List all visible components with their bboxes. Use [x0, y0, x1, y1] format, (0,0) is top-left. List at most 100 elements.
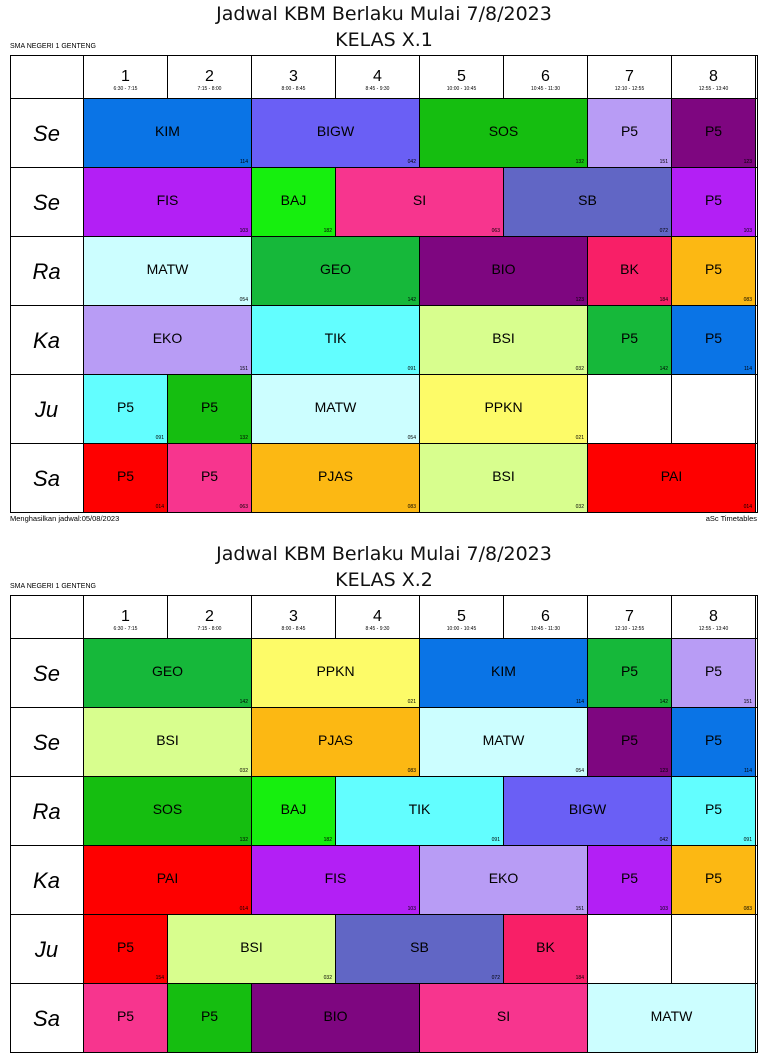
subject-label: SOS	[488, 123, 519, 139]
room-code: 142	[659, 366, 668, 372]
empty-cell	[672, 375, 756, 443]
subject-label: P5	[704, 732, 723, 748]
period-header: 7 12:10 - 12:55	[588, 55, 672, 99]
period-time: 8:00 - 8:45	[281, 626, 306, 632]
room-code: 103	[407, 906, 416, 912]
subject-label: P5	[116, 468, 135, 484]
header-corner	[10, 55, 84, 99]
period-number: 3	[289, 608, 298, 625]
period-header: 5 10:00 - 10:45	[420, 55, 504, 99]
period-header: 2 7:15 - 8:00	[168, 595, 252, 639]
period-number: 5	[457, 608, 466, 625]
room-code: 091	[155, 435, 164, 441]
row-divider	[10, 443, 758, 444]
room-code: 091	[743, 837, 752, 843]
lesson-cell: FIS 103	[84, 168, 252, 236]
subject-label: P5	[620, 123, 639, 139]
period-time: 10:45 - 11:30	[530, 86, 561, 92]
subject-label: BIO	[491, 261, 516, 277]
lesson-cell: TIK 091	[336, 777, 504, 845]
subject-label: P5	[200, 468, 219, 484]
lesson-cell: SOS 132	[84, 777, 252, 845]
subject-label: P5	[704, 192, 723, 208]
room-code: 014	[155, 504, 164, 510]
room-code: 182	[323, 837, 332, 843]
room-code: 072	[659, 228, 668, 234]
day-label: Ka	[10, 846, 84, 915]
period-time: 8:45 - 9:30	[365, 86, 390, 92]
subject-label: GEO	[151, 663, 184, 679]
period-time: 10:45 - 11:30	[530, 626, 561, 632]
row-divider	[10, 776, 758, 777]
room-code: 184	[659, 297, 668, 303]
room-code: 054	[239, 297, 248, 303]
room-code: 083	[743, 297, 752, 303]
subject-label: BK	[620, 261, 639, 277]
period-number: 7	[625, 608, 634, 625]
lesson-cell: P5 132	[168, 375, 252, 443]
grid-border	[10, 595, 758, 1053]
period-header: 3 8:00 - 8:45	[252, 55, 336, 99]
room-code: 054	[407, 435, 416, 441]
header-corner	[10, 595, 84, 639]
period-header: 8 12:55 - 13:40	[672, 595, 756, 639]
room-code: 142	[239, 699, 248, 705]
room-code: 014	[743, 504, 752, 510]
lesson-cell: BAJ 182	[252, 777, 336, 845]
row-divider	[10, 707, 758, 708]
period-number: 4	[373, 608, 382, 625]
period-header: 7 12:10 - 12:55	[588, 595, 672, 639]
lesson-cell: BAJ 182	[252, 168, 336, 236]
lesson-cell: SOS 132	[420, 99, 588, 167]
lesson-cell: TIK 091	[252, 306, 420, 374]
header-divider	[10, 98, 758, 99]
subject-label: P5	[620, 870, 639, 886]
room-code: 072	[491, 975, 500, 981]
period-number: 5	[457, 68, 466, 85]
subject-label: EKO	[152, 330, 183, 346]
lesson-cell: BIO 123	[420, 237, 588, 305]
lesson-cell: GEO 142	[252, 237, 420, 305]
period-number: 3	[289, 68, 298, 85]
lesson-cell: BSI 032	[420, 306, 588, 374]
period-header: 3 8:00 - 8:45	[252, 595, 336, 639]
sheet-title: Jadwal KBM Berlaku Mulai 7/8/2023	[216, 3, 552, 25]
subject-label: SOS	[152, 801, 183, 817]
period-time: 6:30 - 7:15	[113, 626, 138, 632]
period-number: 6	[541, 608, 550, 625]
subject-label: P5	[200, 399, 219, 415]
subject-label: P5	[116, 939, 135, 955]
period-header: 1 6:30 - 7:15	[84, 595, 168, 639]
subject-label: GEO	[319, 261, 352, 277]
row-divider	[10, 983, 758, 984]
subject-label: P5	[620, 732, 639, 748]
room-code: 083	[407, 768, 416, 774]
day-label: Ra	[10, 237, 84, 306]
subject-label: PAI	[660, 468, 683, 484]
room-code: 151	[659, 159, 668, 165]
subject-label: SB	[410, 939, 429, 955]
subject-label: PPKN	[484, 399, 523, 415]
day-label: Ju	[10, 915, 84, 984]
subject-label: FIS	[324, 870, 347, 886]
room-code: 154	[155, 975, 164, 981]
period-header: 6 10:45 - 11:30	[504, 595, 588, 639]
lesson-cell: SI 063	[336, 168, 504, 236]
subject-label: BSI	[492, 330, 515, 346]
subject-label: KIM	[155, 123, 180, 139]
period-header: 8 12:55 - 13:40	[672, 55, 756, 99]
subject-label: P5	[704, 801, 723, 817]
subject-label: MATW	[146, 261, 189, 277]
room-code: 032	[575, 504, 584, 510]
period-number: 1	[121, 608, 130, 625]
period-time: 12:10 - 12:55	[614, 626, 645, 632]
lesson-cell: PJAS 083	[252, 708, 420, 776]
subject-label: PAI	[156, 870, 179, 886]
lesson-cell: P5 091	[84, 375, 168, 443]
room-code: 032	[239, 768, 248, 774]
period-header: 4 8:45 - 9:30	[336, 55, 420, 99]
room-code: 132	[239, 435, 248, 441]
lesson-cell: BIGW 042	[252, 99, 420, 167]
subject-label: BSI	[492, 468, 515, 484]
lesson-cell: PAI 014	[84, 846, 252, 914]
